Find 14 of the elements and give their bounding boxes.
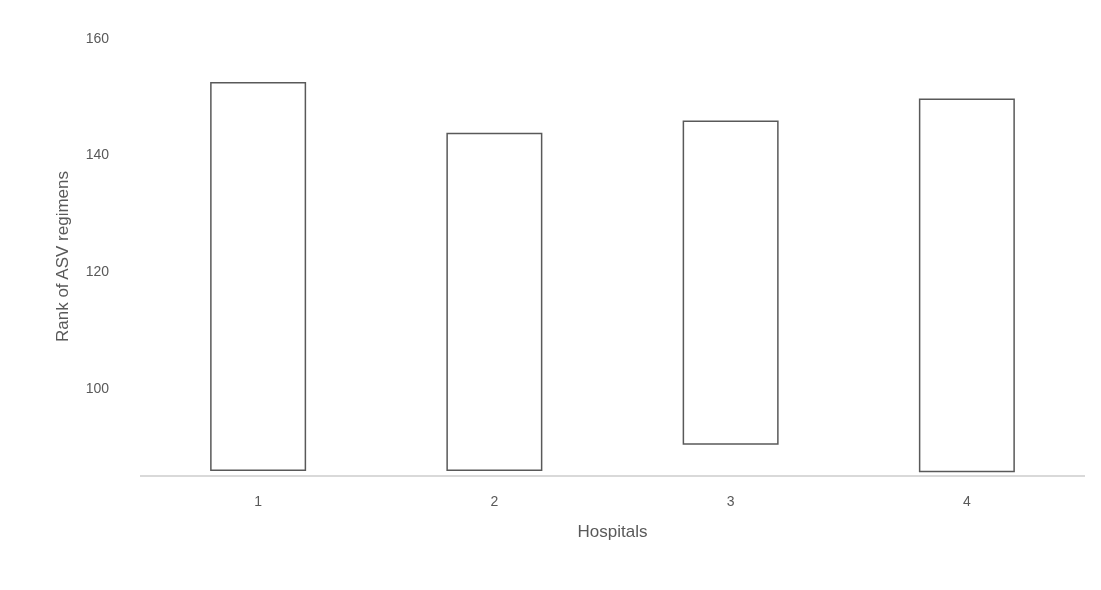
bar <box>446 132 543 472</box>
bar <box>210 82 307 472</box>
y-tick-label: 160 <box>85 29 110 46</box>
y-tick-label: 140 <box>85 146 110 163</box>
x-tick-label: 1 <box>254 492 263 509</box>
bar <box>682 120 779 445</box>
y-tick-label: 120 <box>85 262 110 279</box>
bar <box>918 98 1015 473</box>
y-axis-title: Rank of ASV regimens <box>53 170 73 343</box>
x-tick-label: 2 <box>490 492 499 509</box>
x-tick-label: 3 <box>726 492 735 509</box>
x-axis-title: Hospitals <box>577 522 648 542</box>
y-tick-label: 100 <box>85 379 110 396</box>
x-tick-label: 4 <box>962 492 971 509</box>
